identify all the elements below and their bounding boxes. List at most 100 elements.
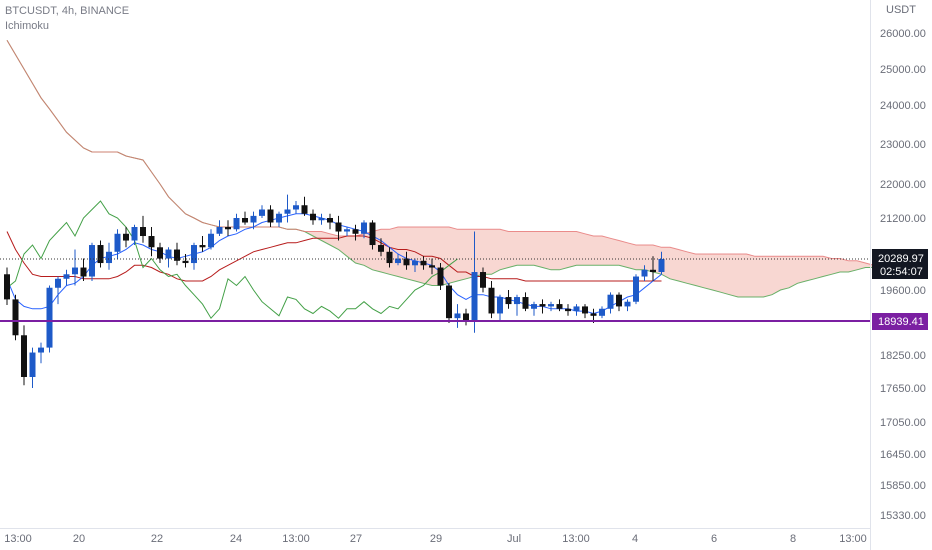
candle bbox=[369, 220, 376, 250]
tenkan-line bbox=[6, 213, 662, 315]
candle-body bbox=[641, 269, 648, 277]
y-tick-label: 23000.00 bbox=[880, 139, 926, 151]
cloud-segment bbox=[831, 258, 840, 275]
candle bbox=[446, 283, 452, 323]
ichimoku-lines bbox=[6, 200, 662, 320]
candle-body bbox=[12, 299, 19, 336]
candle bbox=[97, 240, 104, 268]
candle-body bbox=[106, 251, 112, 264]
x-tick-label: 29 bbox=[430, 533, 442, 545]
candle bbox=[140, 215, 146, 243]
candle-body bbox=[284, 209, 291, 214]
support-price-label: 18939.41 bbox=[878, 316, 924, 328]
candle-body bbox=[369, 222, 376, 246]
cloud-segment bbox=[517, 231, 526, 266]
y-tick-label: 15850.00 bbox=[880, 480, 926, 492]
candle-body bbox=[624, 301, 631, 307]
candle-body bbox=[250, 215, 257, 223]
x-tick-label: Jul bbox=[507, 533, 521, 545]
candle bbox=[480, 267, 486, 293]
candle-body bbox=[429, 265, 435, 268]
candle-body bbox=[548, 304, 554, 307]
indicator-label[interactable]: Ichimoku bbox=[5, 20, 50, 32]
candle bbox=[310, 209, 316, 225]
candle bbox=[344, 227, 350, 237]
candle-body bbox=[446, 285, 452, 319]
candle-body bbox=[174, 249, 180, 261]
candle-body bbox=[386, 251, 393, 264]
candle bbox=[191, 242, 197, 270]
cloud-segment bbox=[466, 229, 475, 279]
candle bbox=[123, 227, 129, 248]
candles bbox=[4, 194, 665, 388]
candle-body bbox=[344, 229, 350, 232]
candle bbox=[293, 201, 299, 214]
x-tick-label: 6 bbox=[711, 533, 717, 545]
candle-body bbox=[301, 205, 308, 214]
candle-body bbox=[488, 287, 495, 314]
cloud-segment bbox=[559, 231, 568, 270]
candle bbox=[599, 306, 605, 319]
candle bbox=[233, 213, 240, 232]
candle-body bbox=[21, 335, 27, 377]
x-tick-label: 13:00 bbox=[282, 533, 310, 545]
cloud-segment bbox=[704, 254, 713, 290]
candle bbox=[361, 220, 367, 239]
x-tick-label: 4 bbox=[632, 533, 638, 545]
candle bbox=[573, 304, 580, 316]
y-tick-label: 21200.00 bbox=[880, 213, 926, 225]
candle-body bbox=[599, 308, 605, 316]
candle bbox=[106, 242, 112, 270]
candle bbox=[412, 258, 418, 273]
candle bbox=[29, 347, 36, 388]
cloud-segment bbox=[687, 251, 696, 286]
candle-body bbox=[225, 227, 231, 230]
cloud-segment bbox=[525, 231, 534, 266]
symbol-title[interactable]: BTCUSDT, 4h, BINANCE bbox=[5, 5, 130, 17]
cloud-segment bbox=[449, 227, 458, 284]
candle-body bbox=[157, 247, 163, 259]
candle-body bbox=[573, 306, 580, 312]
cloud-segment bbox=[746, 254, 755, 298]
cloud-segment bbox=[500, 229, 509, 270]
candle bbox=[131, 224, 138, 246]
support-tag bbox=[872, 313, 928, 330]
cloud-segment bbox=[585, 233, 594, 266]
y-tick-label: 15330.00 bbox=[880, 510, 926, 522]
cloud-segment bbox=[602, 236, 611, 266]
cloud-segment bbox=[627, 242, 636, 270]
last-price-label: 20289.97 bbox=[878, 253, 924, 265]
candle bbox=[157, 242, 163, 264]
candle-body bbox=[395, 258, 401, 264]
candle bbox=[633, 274, 639, 305]
y-tick-label: 16450.00 bbox=[880, 449, 926, 461]
candle-body bbox=[140, 227, 146, 237]
cloud-segment bbox=[840, 258, 849, 273]
cloud-segment bbox=[474, 229, 483, 277]
candle-body bbox=[63, 274, 70, 279]
candle bbox=[641, 265, 648, 282]
cloud-segment bbox=[398, 227, 407, 279]
currency-label: USDT bbox=[886, 4, 916, 16]
cloud-segment bbox=[389, 227, 398, 277]
candle bbox=[148, 227, 155, 257]
candle bbox=[488, 281, 495, 319]
candle bbox=[199, 236, 206, 252]
candle-body bbox=[531, 304, 537, 309]
candle-body bbox=[497, 297, 503, 314]
cloud-segment bbox=[483, 229, 492, 275]
candle-body bbox=[38, 347, 44, 353]
candle-body bbox=[658, 259, 665, 273]
x-tick-label: 13:00 bbox=[562, 533, 590, 545]
candle-body bbox=[199, 245, 206, 248]
candle bbox=[267, 205, 274, 228]
candle-body bbox=[233, 218, 240, 230]
candle bbox=[548, 301, 554, 312]
y-tick-label: 19600.00 bbox=[880, 285, 926, 297]
x-tick-label: 13:00 bbox=[4, 533, 32, 545]
candle-body bbox=[259, 209, 265, 216]
candle bbox=[497, 294, 503, 321]
cloud-segment bbox=[568, 231, 577, 268]
cloud-segment bbox=[457, 229, 466, 282]
